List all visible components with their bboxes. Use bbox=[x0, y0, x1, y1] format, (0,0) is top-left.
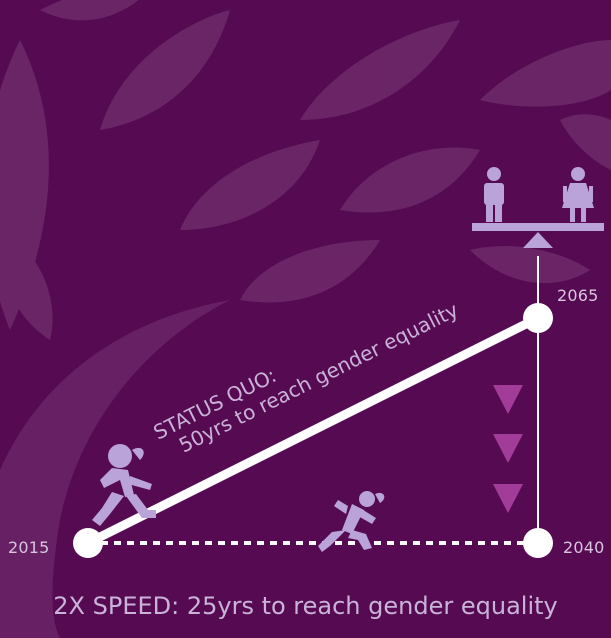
leaf-shape bbox=[480, 40, 611, 107]
leaf-shape bbox=[180, 140, 320, 230]
status-quo-line bbox=[83, 313, 543, 548]
start-point bbox=[73, 528, 103, 558]
leaf-pattern bbox=[0, 0, 611, 340]
down-arrow bbox=[493, 484, 523, 513]
male-figure-icon bbox=[484, 167, 504, 222]
down-arrow bbox=[493, 385, 523, 414]
trunk-shape bbox=[0, 300, 230, 638]
down-arrow-icon bbox=[493, 385, 523, 513]
end-point-double-speed bbox=[523, 528, 553, 558]
leaf-shape bbox=[560, 114, 611, 170]
balance-scale-icon bbox=[472, 223, 604, 248]
leaf-shape bbox=[470, 246, 590, 284]
leaf-shape bbox=[240, 240, 380, 303]
female-figure-icon bbox=[562, 167, 594, 222]
scale-beam bbox=[472, 223, 604, 231]
year-end-fast-label: 2040 bbox=[563, 538, 605, 557]
running-woman-icon bbox=[318, 491, 385, 552]
end-point-status-quo bbox=[523, 303, 553, 333]
walking-girl-icon bbox=[92, 444, 156, 526]
year-end-status-quo-label: 2065 bbox=[557, 286, 599, 305]
leaf-shape bbox=[100, 10, 230, 130]
double-speed-caption: 2X SPEED: 25yrs to reach gender equality bbox=[53, 592, 558, 620]
down-arrow bbox=[493, 434, 523, 463]
scale-fulcrum bbox=[523, 232, 553, 248]
leaf-shape bbox=[40, 0, 139, 21]
leaf-shape bbox=[0, 230, 53, 340]
year-start-label: 2015 bbox=[8, 538, 50, 557]
leaf-shape bbox=[340, 147, 480, 213]
leaf-shape bbox=[300, 20, 460, 120]
